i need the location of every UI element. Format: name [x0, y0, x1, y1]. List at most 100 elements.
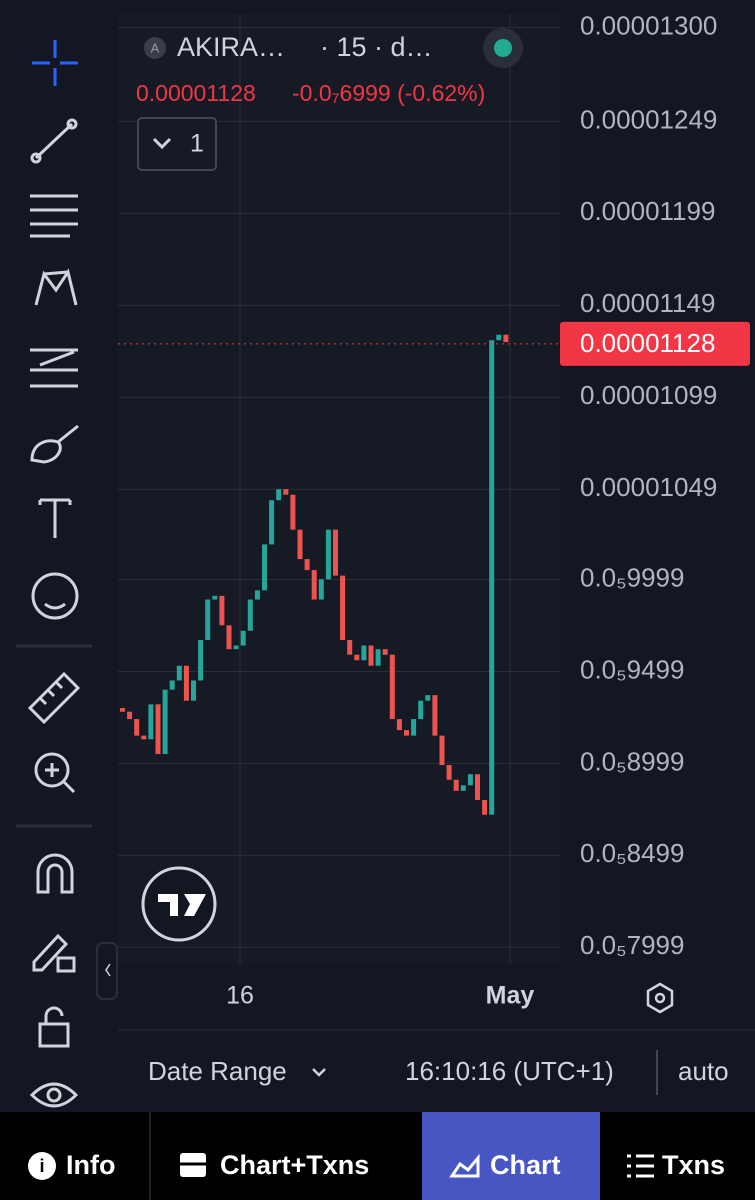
price-tag [560, 321, 750, 366]
fib-tool[interactable] [30, 194, 78, 238]
settings-icon[interactable] [646, 982, 674, 1014]
unlock-tool[interactable] [38, 1022, 70, 1048]
candle [162, 689, 168, 755]
tool-node [30, 152, 42, 164]
candle [219, 595, 225, 626]
candle [425, 695, 431, 701]
zoom-plus [45, 763, 76, 794]
candle [155, 704, 161, 755]
candle [453, 779, 459, 791]
candle [262, 544, 267, 591]
chevron [312, 1068, 326, 1077]
candle [354, 654, 360, 661]
toolbar [16, 40, 92, 1108]
candle [361, 645, 367, 661]
candle [411, 719, 417, 736]
y-tick-label: 0.0₅9999 [580, 562, 684, 592]
candle [247, 599, 253, 631]
nav-active [422, 1112, 600, 1200]
candle [183, 665, 189, 701]
candle [269, 500, 275, 545]
time: 16:10:16 (UTC+1) [405, 1056, 614, 1086]
symbol-icon-letter: A [151, 40, 160, 55]
lock-icon [56, 956, 76, 973]
candle [276, 489, 282, 501]
indicator-count: 1 [190, 130, 204, 158]
indicator-toggle[interactable] [137, 117, 217, 171]
candle [368, 645, 374, 666]
grid [118, 27, 560, 948]
info-icon-glyph: i [39, 1156, 44, 1176]
candle [318, 579, 324, 600]
y-tick-label: 0.00001300 [580, 10, 717, 40]
brush-tool[interactable] [30, 424, 79, 464]
candle [311, 570, 317, 600]
zoom-tool[interactable] [34, 752, 70, 788]
y-tick-label: 0.0₅8999 [580, 746, 684, 776]
emoji-tool[interactable] [31, 572, 79, 620]
tv-logo[interactable] [141, 866, 217, 942]
ruler-tool[interactable] [27, 671, 81, 725]
candle [290, 494, 296, 530]
eye-pupil [46, 1087, 62, 1103]
candle [283, 489, 289, 495]
visibility-tool[interactable] [29, 1082, 79, 1108]
candle [432, 695, 438, 736]
candle [446, 765, 452, 780]
info-icon [28, 1152, 56, 1180]
crosshair-tool[interactable] [32, 40, 78, 86]
y-tick-label: 0.00001049 [580, 472, 717, 502]
chevron [105, 963, 111, 977]
candle [439, 735, 445, 766]
y-tick-label: 0.0₅9499 [580, 654, 684, 684]
pattern-tool[interactable] [34, 268, 78, 306]
candle [191, 680, 196, 701]
candle [503, 334, 509, 343]
candle [120, 708, 125, 712]
tool-node [66, 118, 78, 130]
emoji-smile [44, 602, 66, 610]
chevron [152, 137, 172, 150]
forecast-tool[interactable] [30, 348, 78, 388]
candle [169, 680, 175, 690]
tv-logo-mark [158, 894, 206, 916]
y-tick-label: 0.00001099 [580, 380, 717, 410]
text-tool[interactable] [38, 498, 72, 538]
nav-item[interactable]: Chart+Txns [220, 1150, 369, 1180]
candle [134, 719, 140, 736]
nav-item[interactable]: Chart [490, 1150, 561, 1180]
candle [198, 640, 204, 681]
scale-mode[interactable]: auto [678, 1056, 729, 1086]
candle [297, 529, 303, 560]
status-dot [494, 39, 512, 57]
candle [404, 730, 409, 736]
price-axis: 0.00001300 0.00001249 0.00001199 0.00001149… [560, 10, 750, 960]
date-range[interactable]: Date Range [148, 1056, 287, 1086]
candle [127, 711, 133, 720]
candle [460, 785, 466, 791]
candle [141, 735, 147, 740]
lock-draw-tool[interactable] [32, 933, 69, 972]
trendline-tool[interactable] [34, 122, 74, 160]
interval: · 15 · d… [320, 32, 433, 62]
candle [482, 800, 488, 815]
y-tick-label: 0.00001249 [580, 104, 717, 134]
header-price: 0.00001128 [136, 80, 256, 106]
candle [304, 559, 310, 571]
candle [333, 529, 338, 576]
magnet-tool[interactable] [36, 853, 74, 894]
candle [418, 700, 424, 720]
nav-item[interactable]: Txns [662, 1150, 725, 1180]
candle [233, 645, 239, 650]
candle [226, 625, 232, 650]
candles [120, 334, 509, 815]
price-tag-label: 0.00001128 [580, 328, 715, 358]
nav-item[interactable]: Info [66, 1150, 115, 1180]
txns-icon [627, 1154, 654, 1178]
y-tick-label: 0.0₅7999 [580, 930, 684, 960]
candle [496, 334, 502, 341]
symbol[interactable]: AKIRA… [177, 32, 285, 62]
candle [176, 665, 182, 681]
